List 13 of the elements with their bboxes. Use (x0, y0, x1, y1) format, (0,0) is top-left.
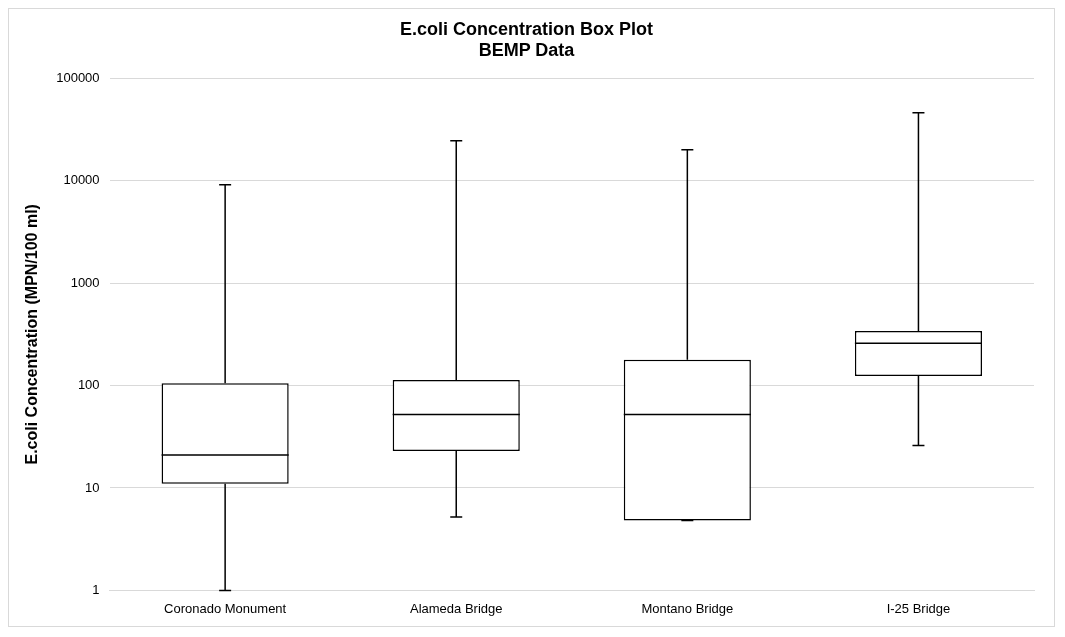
y-tick-label: 100000 (56, 69, 100, 85)
y-tick-label: 10 (85, 479, 100, 495)
x-tick-label: Coronado Monument (164, 600, 287, 616)
x-tick-label: I-25 Bridge (886, 600, 951, 616)
y-tick-label: 1000 (70, 274, 100, 290)
x-tick-label: Alameda Bridge (409, 600, 503, 616)
x-tick-label: Montano Bridge (641, 600, 734, 616)
chart-subtitle: BEMP Data (478, 40, 576, 61)
y-tick-label: 10000 (63, 172, 100, 188)
y-tick-label: 1 (92, 581, 100, 597)
chart-title: E.coli Concentration Box Plot (399, 18, 654, 39)
y-axis-title: E.coli Concentration (MPN/100 ml) (23, 204, 41, 465)
y-tick-label: 100 (77, 377, 100, 393)
